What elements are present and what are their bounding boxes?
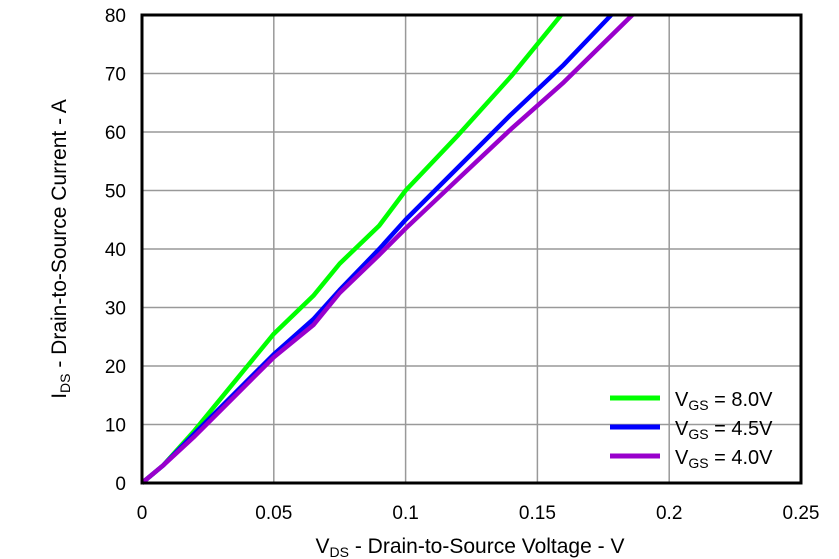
series-lines <box>140 13 634 485</box>
plot-frame <box>140 13 803 485</box>
legend-label: VGS = 8.0V <box>675 389 773 413</box>
y-tick-label: 60 <box>105 123 126 144</box>
x-tick-label: 0.15 <box>519 503 556 524</box>
y-tick-label: 80 <box>105 6 126 27</box>
y-tick-label: 70 <box>105 65 126 86</box>
legend-label: VGS = 4.5V <box>675 418 773 442</box>
y-tick-labels: 0 10 20 30 40 50 60 70 80 <box>105 6 126 495</box>
y-tick-label: 0 <box>115 474 126 495</box>
y-tick-label: 10 <box>105 416 126 437</box>
y-tick-label: 20 <box>105 357 126 378</box>
x-tick-label: 0.25 <box>783 503 820 524</box>
y-axis-label: IDS - Drain-to-Source Current - A <box>48 99 73 399</box>
x-axis-label: VDS - Drain-to-Source Voltage - V <box>316 535 625 559</box>
series-line-2 <box>140 13 634 485</box>
x-tick-label: 0.2 <box>656 503 682 524</box>
legend: VGS = 8.0V VGS = 4.5V VGS = 4.0V <box>610 389 773 471</box>
x-tick-label: 0.1 <box>392 503 418 524</box>
y-tick-label: 30 <box>105 299 126 320</box>
y-tick-label: 40 <box>105 240 126 261</box>
y-tick-label: 50 <box>105 182 126 203</box>
x-tick-label: 0.05 <box>255 503 292 524</box>
legend-label: VGS = 4.0V <box>675 447 773 471</box>
x-tick-label: 0 <box>137 503 148 524</box>
x-tick-labels: 0 0.05 0.1 0.15 0.2 0.25 <box>137 503 820 524</box>
